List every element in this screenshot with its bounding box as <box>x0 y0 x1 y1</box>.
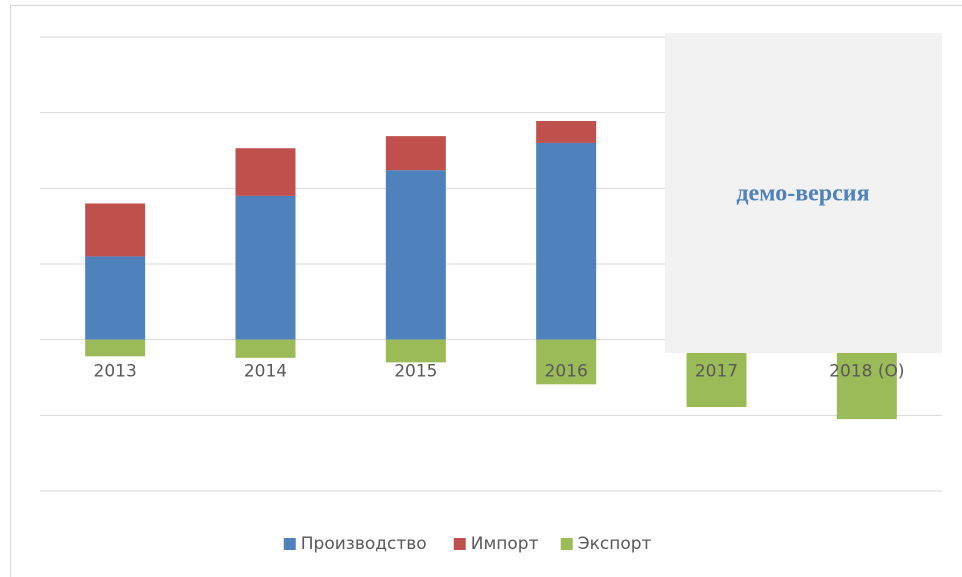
legend-swatch <box>283 538 296 550</box>
legend-label: Экспорт <box>578 534 652 554</box>
legend-label: Производство <box>301 534 427 554</box>
bar <box>385 170 446 340</box>
bar <box>235 195 296 340</box>
x-tick-label: 2018 (О) <box>829 362 904 382</box>
x-tick-label: 2017 <box>695 362 738 382</box>
x-tick-label: 2013 <box>94 362 137 382</box>
legend-label: Импорт <box>471 534 539 554</box>
watermark-box <box>665 33 942 353</box>
bar <box>235 339 296 358</box>
bar <box>536 142 597 340</box>
bar <box>385 339 446 363</box>
bar <box>85 256 146 340</box>
watermark: демо-версия <box>736 181 869 207</box>
x-tick-label: 2014 <box>244 362 287 382</box>
x-tick-label: 2016 <box>545 362 588 382</box>
bar <box>385 136 446 171</box>
bar <box>536 339 597 385</box>
bar <box>85 339 146 357</box>
x-tick-label: 2015 <box>394 362 437 382</box>
bar <box>536 120 597 143</box>
legend-swatch <box>453 538 466 550</box>
legend-swatch <box>560 538 573 550</box>
bar <box>85 203 146 257</box>
bar <box>235 148 296 196</box>
